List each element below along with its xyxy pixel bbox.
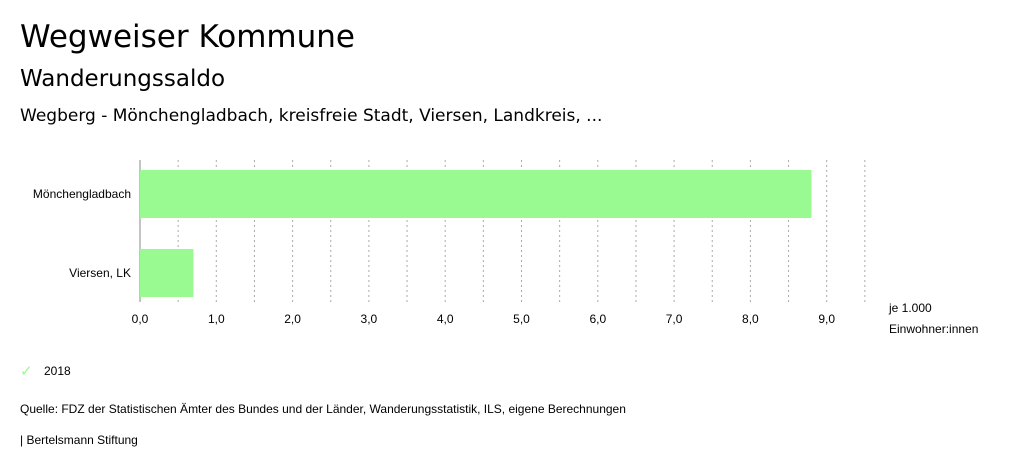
- region-label: Wegberg - Mönchengladbach, kreisfreie St…: [20, 106, 603, 126]
- tick-labels: 0,0 1,0 2,0 3,0 4,0 5,0 6,0 7,0 8,0 9,0: [132, 312, 836, 326]
- x-tick-label: 6,0: [589, 312, 606, 326]
- chart-title: Wegweiser Kommune: [20, 19, 355, 55]
- category-labels: Mönchengladbach Viersen, LK: [33, 187, 131, 280]
- unit-label-line2: Einwohner:innen: [889, 322, 978, 336]
- grid-lines: [139, 160, 866, 302]
- x-tick-label: 4,0: [437, 312, 454, 326]
- x-tick-label: 5,0: [513, 312, 530, 326]
- bar-chart: Mönchengladbach Viersen, LK 0,0 1,0 2,0 3,0 4…: [33, 160, 978, 336]
- x-tick-label: 8,0: [742, 312, 759, 326]
- bar-2[interactable]: [140, 249, 194, 297]
- unit-label-line1: je 1.000: [888, 301, 932, 315]
- x-tick-label: 9,0: [818, 312, 835, 326]
- source-note: Quelle: FDZ der Statistischen Ämter des …: [20, 402, 626, 416]
- bars: [140, 170, 812, 297]
- credit-note: | Bertelsmann Stiftung: [20, 433, 138, 447]
- x-tick-label: 2,0: [284, 312, 301, 326]
- x-tick-label: 0,0: [132, 312, 149, 326]
- category-label: Viersen, LK: [69, 266, 131, 280]
- category-label: Mönchengladbach: [33, 187, 131, 201]
- x-tick-label: 7,0: [666, 312, 683, 326]
- legend-label: 2018: [44, 364, 71, 378]
- chart-subtitle: Wanderungssaldo: [20, 66, 226, 92]
- bar-1[interactable]: [140, 170, 812, 218]
- legend[interactable]: ✓ 2018: [20, 362, 71, 380]
- check-icon: ✓: [20, 363, 33, 380]
- x-tick-label: 1,0: [208, 312, 225, 326]
- x-tick-label: 3,0: [361, 312, 378, 326]
